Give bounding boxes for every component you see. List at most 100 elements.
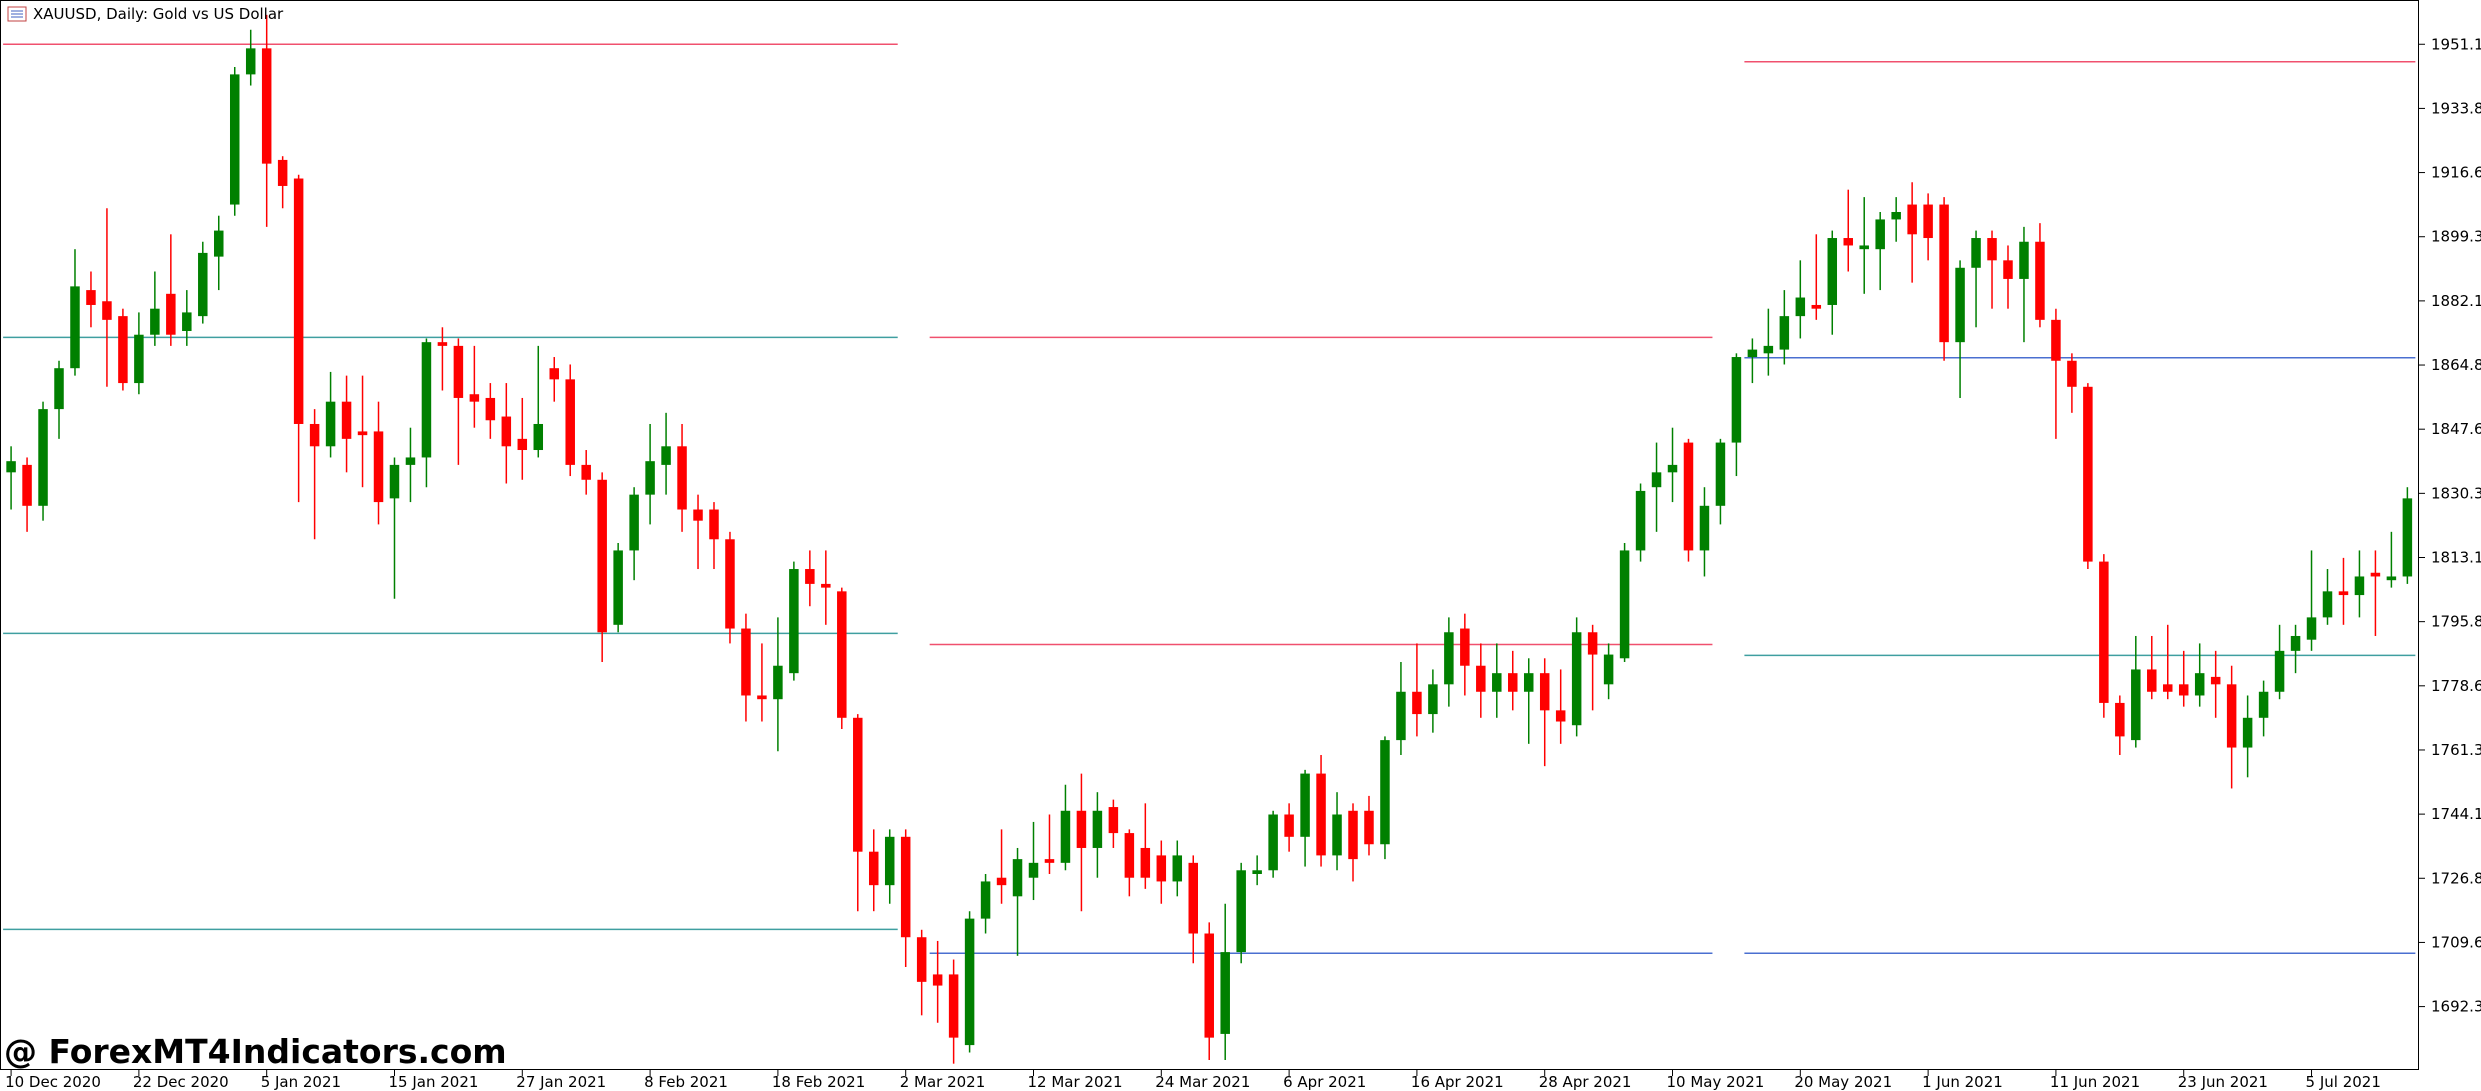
x-tick-label: 5 Jan 2021 (261, 1073, 341, 1091)
candle-body (2210, 676, 2221, 685)
candle-body (1571, 632, 1582, 726)
candle-body (1923, 204, 1933, 239)
candle-body (1795, 297, 1806, 317)
candle-body (1811, 304, 1822, 309)
candle-body (661, 446, 671, 465)
candle-body (1332, 814, 1342, 856)
candle-body (1715, 442, 1726, 506)
candle-body (1603, 654, 1614, 685)
x-tick-label: 6 Apr 2021 (1283, 1073, 1366, 1091)
candle-body (182, 312, 192, 332)
x-tick-label: 8 Feb 2021 (644, 1073, 728, 1091)
candle-body (948, 974, 959, 1038)
candle-body (1364, 810, 1374, 845)
candle-body (2290, 635, 2301, 651)
candle-body (581, 464, 591, 480)
candle-body (2035, 241, 2045, 320)
candle-body (325, 401, 336, 447)
x-tick-label: 20 May 2021 (1794, 1073, 1892, 1091)
candle-body (932, 974, 943, 986)
candle-body (166, 293, 176, 335)
candle-body (2322, 591, 2333, 618)
y-tick-label: 1882.10 (2431, 292, 2481, 310)
candle-body (421, 342, 432, 458)
candle-body (837, 591, 847, 718)
y-tick-label: 1830.35 (2431, 484, 2481, 502)
candle-body (1060, 810, 1071, 863)
candle-body (2147, 669, 2157, 692)
candle-body (805, 569, 815, 584)
candle-body (900, 836, 911, 938)
candle-body (485, 397, 496, 421)
candle-body (118, 316, 128, 384)
candle-body (1092, 810, 1103, 848)
candle-body (1747, 349, 1758, 358)
candle-body (309, 423, 320, 447)
candle-body (1252, 870, 1262, 875)
candle-body (1939, 204, 1949, 343)
candle-body (2162, 684, 2173, 692)
candle-body (1284, 814, 1294, 837)
candle-body (1044, 859, 1055, 863)
candle-body (1172, 855, 1183, 882)
candle-body (437, 342, 448, 346)
candle-body (1875, 219, 1885, 250)
candle-body (1859, 245, 1869, 250)
x-tick-label: 18 Feb 2021 (772, 1073, 865, 1091)
candle-body (1843, 238, 1853, 246)
plot (3, 14, 2416, 1064)
x-tick-label: 24 Mar 2021 (1155, 1073, 1250, 1091)
candle-body (1268, 814, 1278, 871)
candle-body (2354, 576, 2365, 596)
candle-body (1651, 472, 1662, 488)
x-tick-label: 22 Dec 2020 (133, 1073, 229, 1091)
plot-frame (0, 0, 2419, 1070)
candle-body (1891, 211, 1901, 220)
candle-body (597, 479, 607, 633)
candle-body (2386, 576, 2397, 581)
candle-body (964, 918, 975, 1046)
x-tick-label: 28 Apr 2021 (1539, 1073, 1632, 1091)
candle-body (1763, 345, 1774, 354)
candle-body (629, 494, 639, 551)
candle-body (693, 509, 703, 521)
candle-body (1412, 691, 1422, 715)
candle-body (22, 464, 32, 506)
y-tick-label: 1916.60 (2431, 164, 2481, 182)
candle-body (1827, 238, 1838, 305)
candle-body (1476, 665, 1486, 692)
candle-body (1316, 773, 1326, 856)
x-tick-label: 5 Jul 2021 (2306, 1073, 2381, 1091)
candle-body (1140, 847, 1151, 878)
candle-body (2242, 717, 2253, 748)
candle-body (645, 461, 655, 495)
candle-body (134, 334, 144, 384)
candle-body (2083, 386, 2093, 562)
candle-body (1428, 684, 1438, 715)
candle-body (245, 48, 256, 75)
candle-body (2338, 591, 2349, 596)
x-tick-label: 12 Mar 2021 (1028, 1073, 1123, 1091)
candle-body (2194, 673, 2205, 696)
candle-body (1012, 859, 1023, 897)
y-tick-label: 1709.60 (2431, 933, 2481, 951)
candle-body (1971, 238, 1981, 268)
y-tick-label: 1864.85 (2431, 356, 2481, 374)
candle-body (1156, 855, 1167, 882)
x-tick-label: 10 Dec 2020 (5, 1073, 101, 1091)
candle-body (1348, 810, 1358, 860)
candle-body (469, 394, 480, 402)
candle-body (261, 48, 272, 164)
candle-body (1699, 505, 1710, 551)
candle-body (1523, 673, 1534, 692)
y-tick-label: 1744.10 (2431, 805, 2481, 823)
x-tick-label: 10 May 2021 (1667, 1073, 1765, 1091)
candle-body (2019, 241, 2029, 279)
candle-body (789, 569, 799, 674)
y-tick-label: 1899.35 (2431, 228, 2481, 246)
y-tick-label: 1692.35 (2431, 998, 2481, 1016)
candle-body (1955, 267, 1965, 343)
candle-body (1380, 740, 1390, 845)
candle-body (853, 717, 863, 852)
candle-body (2115, 702, 2125, 737)
